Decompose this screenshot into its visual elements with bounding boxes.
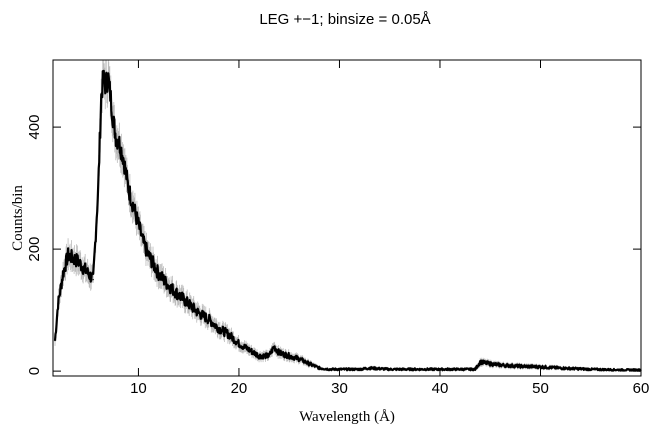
data-point (248, 349, 250, 351)
data-point (258, 355, 260, 357)
data-point (95, 224, 97, 226)
y-tick-label: 0 (26, 367, 43, 375)
data-point (110, 102, 112, 104)
x-tick-label: 10 (130, 380, 147, 397)
data-point (288, 355, 290, 357)
data-point (162, 279, 165, 281)
data-point (539, 366, 542, 368)
y-tick-label: 200 (26, 237, 43, 262)
x-tick-label: 60 (633, 380, 650, 397)
data-point (157, 272, 160, 275)
data-point (142, 242, 145, 244)
data-point (338, 368, 341, 370)
data-point (519, 365, 521, 367)
data-point (218, 327, 220, 330)
x-tick-label: 40 (432, 380, 449, 397)
plot-frame (52, 59, 642, 377)
data-point (127, 187, 129, 189)
data-point (198, 312, 200, 314)
data-point (178, 294, 180, 296)
data-point (308, 363, 310, 365)
data-point (188, 303, 190, 305)
data-point (389, 368, 391, 370)
data-point (499, 364, 501, 366)
data-point (559, 367, 562, 369)
data-point (318, 367, 320, 369)
data-point (57, 303, 59, 305)
x-tick-label: 50 (532, 380, 549, 397)
spectrum-line (53, 69, 642, 372)
data-point (100, 96, 102, 98)
data-point (92, 279, 94, 281)
data-point (104, 83, 106, 86)
data-series-group (53, 69, 642, 372)
data-point (489, 363, 491, 365)
data-point (77, 260, 79, 262)
chart-title: LEG +−1; binsize = 0.05Å (259, 11, 430, 28)
data-point (228, 333, 230, 336)
data-point (62, 272, 64, 275)
data-point (268, 355, 270, 357)
data-point (298, 358, 300, 360)
data-point (474, 368, 476, 370)
data-point (112, 120, 114, 122)
data-point (152, 263, 155, 265)
error-bars (54, 60, 642, 372)
data-point (273, 346, 275, 348)
data-point (238, 343, 240, 345)
data-point (107, 77, 109, 79)
data-point (369, 367, 371, 369)
data-point (590, 368, 592, 370)
data-point (102, 77, 104, 79)
data-point (147, 254, 150, 256)
y-axis-label: Counts/bin (10, 185, 26, 251)
x-tick-label: 30 (331, 380, 348, 397)
data-point (439, 368, 441, 370)
data-point (358, 368, 361, 370)
axis-ticks: 10 20 30 40 50 60 0 200 400 (26, 60, 649, 397)
data-point (348, 368, 351, 370)
x-tick-label: 20 (231, 380, 248, 397)
data-point (278, 352, 280, 354)
data-point (132, 205, 135, 208)
data-point (67, 254, 69, 256)
data-point (328, 368, 331, 370)
data-point (137, 224, 140, 226)
data-point (72, 257, 74, 259)
x-axis-label: Wavelength (Å) (299, 409, 395, 425)
data-point (122, 157, 124, 159)
data-point (115, 138, 117, 140)
y-tick-label: 400 (26, 115, 43, 140)
data-point (54, 340, 56, 342)
data-point (87, 272, 89, 275)
data-point (479, 361, 481, 363)
data-point (117, 138, 119, 140)
data-point (97, 187, 99, 189)
data-point (167, 285, 170, 287)
data-point (208, 318, 210, 320)
data-point (620, 369, 622, 371)
data-point (82, 266, 84, 269)
